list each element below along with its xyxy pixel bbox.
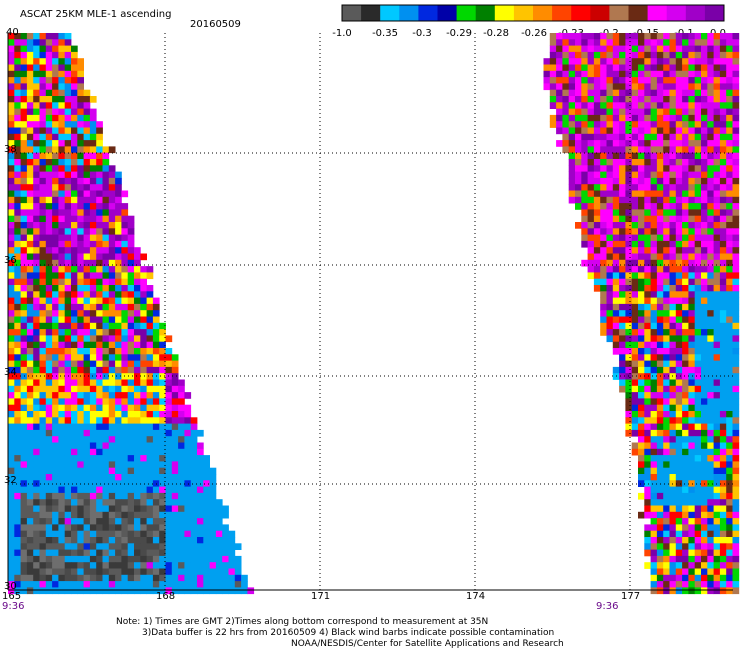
x-tick-171: 171 xyxy=(311,591,331,602)
colorbar-swatch xyxy=(552,5,572,21)
y-tick-30: 30 xyxy=(4,581,17,592)
colorbar-swatch xyxy=(571,5,591,21)
colorbar-swatch xyxy=(361,5,381,21)
colorbar-label: -0.26 xyxy=(521,28,547,39)
colorbar-label: -1.0 xyxy=(332,28,352,39)
colorbar-swatch xyxy=(342,5,362,21)
colorbar-frame xyxy=(341,4,725,22)
map-date: 20160509 xyxy=(190,19,241,30)
colorbar-swatch xyxy=(513,5,534,21)
colorbar-swatch xyxy=(704,5,725,21)
graticule xyxy=(8,33,733,590)
x-tick-168: 168 xyxy=(156,591,176,602)
x-tick-165: 165 xyxy=(2,591,22,602)
scatterometer-cells xyxy=(8,33,740,595)
y-tick-36: 36 xyxy=(4,255,17,266)
x-tick-177: 177 xyxy=(621,591,641,602)
colorbar-label: -0.35 xyxy=(372,28,398,39)
colorbar-swatch xyxy=(590,5,610,21)
colorbar-swatch xyxy=(533,5,553,21)
colorbar-swatch xyxy=(685,5,706,21)
colorbar-swatch xyxy=(380,5,400,21)
colorbar-swatch xyxy=(666,5,687,21)
colorbar-label: -0.29 xyxy=(446,28,472,39)
colorbar-swatch xyxy=(456,5,477,21)
colorbar-swatch xyxy=(399,5,419,21)
colorbar-swatch xyxy=(418,5,438,21)
y-tick-34: 34 xyxy=(4,367,17,378)
time-label-right: 9:36 xyxy=(596,601,619,612)
colorbar-swatch xyxy=(609,5,629,21)
y-tick-38: 38 xyxy=(4,144,17,155)
colorbar-swatch xyxy=(647,5,668,21)
colorbar-label: -0.3 xyxy=(412,28,432,39)
y-tick-32: 32 xyxy=(4,475,17,486)
x-tick-174: 174 xyxy=(466,591,486,602)
map-title: ASCAT 25KM MLE-1 ascending xyxy=(20,9,172,20)
note-line-1: Note: 1) Times are GMT 2)Times along bot… xyxy=(116,617,489,627)
time-label-left: 9:36 xyxy=(2,601,25,612)
colorbar-swatch xyxy=(628,5,649,21)
colorbar-swatch xyxy=(494,5,515,21)
colorbar-label: -0.28 xyxy=(483,28,509,39)
colorbar-swatch xyxy=(475,5,496,21)
y-tick-40: 40 xyxy=(6,27,19,38)
note-line-3: NOAA/NESDIS/Center for Satellite Applica… xyxy=(291,639,564,649)
colorbar-swatch xyxy=(437,5,458,21)
note-line-2: 3)Data buffer is 22 hrs from 20160509 4)… xyxy=(142,628,555,638)
